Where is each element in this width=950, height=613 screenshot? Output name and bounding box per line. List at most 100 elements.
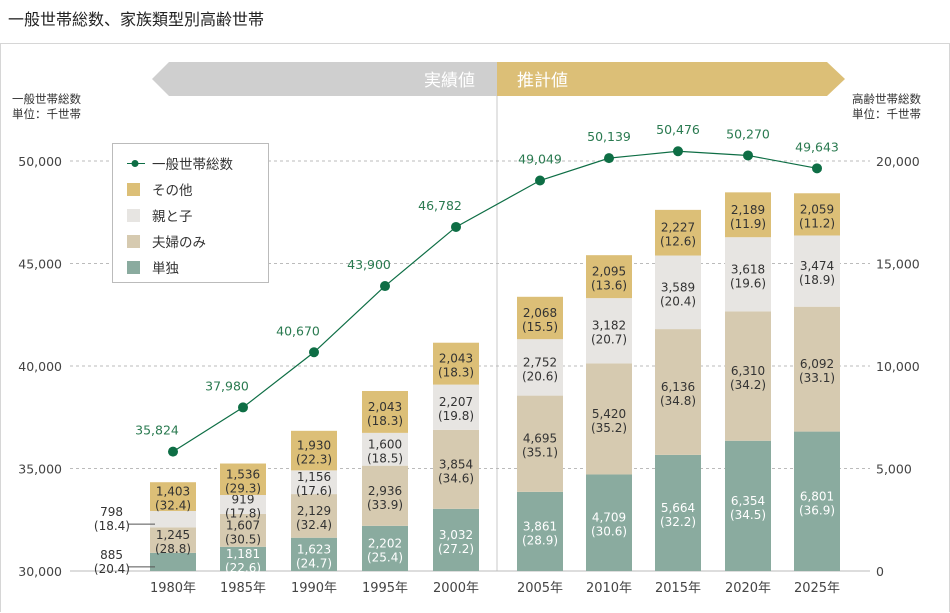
bar-pct-label: (22.6): [225, 561, 261, 575]
bar-value-label: 1,403: [156, 485, 190, 499]
bar-segment: [220, 513, 266, 547]
line-value-label: 35,824: [135, 423, 179, 438]
line-point: [380, 281, 390, 292]
left-tick-label: 40,000: [18, 359, 62, 374]
bar-value-label: 1,607: [226, 518, 260, 532]
bar-pct-label: (34.2): [730, 378, 766, 392]
bar-pct-label: (24.7): [296, 556, 332, 570]
bar-segment: [362, 465, 408, 526]
legend-item: 単独: [123, 254, 258, 280]
x-tick-label: 1985年: [220, 581, 266, 596]
bar-segment: [725, 237, 771, 312]
bar-pct-label: (28.9): [522, 533, 558, 547]
bar-pct-label: (33.9): [367, 498, 403, 512]
line-value-label: 49,049: [518, 151, 562, 166]
bar-segment: [655, 255, 701, 330]
legend-item: 親と子: [123, 202, 258, 228]
bar-pct-label: (35.2): [591, 421, 627, 435]
legend: 一般世帯総数 その他 親と子 夫婦のみ 単独: [112, 143, 269, 283]
left-tick-label: 30,000: [18, 564, 62, 579]
bar-value-label: 3,182: [592, 319, 626, 333]
bar-segment: [655, 209, 701, 256]
bar-value-label: 1,181: [226, 547, 260, 561]
bar-value-label: 1,536: [226, 467, 260, 481]
legend-label: その他: [152, 183, 193, 199]
bar-pct-label: (20.6): [522, 369, 558, 383]
bar-segment: [725, 192, 771, 238]
bar-value-label: 6,354: [731, 494, 765, 508]
bar-value-label: 1,245: [156, 528, 190, 542]
bar-value-label: 6,801: [800, 489, 834, 503]
bar-value-label: 885: [100, 548, 123, 562]
bar-pct-label: (18.3): [367, 414, 403, 428]
bar-value-label: 2,936: [368, 484, 402, 498]
bar-pct-label: (18.3): [438, 366, 474, 380]
bar-value-label: 3,474: [800, 259, 834, 273]
bar-value-label: 1,623: [297, 542, 331, 556]
actual-banner-label: 実績値: [424, 71, 475, 91]
bar-value-label: 798: [100, 505, 123, 519]
projected-banner: [497, 62, 845, 96]
bar-pct-label: (35.1): [522, 446, 558, 460]
bar-pct-label: (32.2): [660, 515, 696, 529]
line-point: [743, 150, 753, 161]
bar-pct-label: (32.4): [155, 499, 191, 513]
line-value-label: 50,139: [587, 129, 631, 144]
legend-item: 夫婦のみ: [123, 228, 258, 254]
line-point: [451, 221, 461, 232]
bar-value-label: 6,136: [661, 380, 695, 394]
line-point: [309, 347, 319, 358]
bar-segment: [655, 454, 701, 571]
x-tick-label: 1980年: [150, 581, 196, 596]
bar-value-label: 3,861: [523, 519, 557, 533]
right-axis-label: 高齢世帯総数 単位：千世帯: [852, 92, 921, 122]
bar-segment: [517, 296, 563, 340]
bar-value-label: 2,227: [661, 221, 695, 235]
legend-item-line: 一般世帯総数: [123, 150, 258, 176]
line-value-label: 37,980: [205, 378, 249, 393]
line-point: [812, 163, 822, 174]
bar-segment: [517, 339, 563, 396]
bar-value-label: 1,156: [297, 470, 331, 484]
bar-value-label: 2,129: [297, 504, 331, 518]
bar-segment: [725, 311, 771, 441]
x-tick-label: 2025年: [794, 581, 840, 596]
projected-banner-label: 推計値: [517, 71, 568, 91]
bar-pct-label: (15.5): [522, 320, 558, 334]
bar-segment: [517, 491, 563, 571]
bar-segment: [433, 429, 479, 509]
bar-segment: [150, 510, 196, 528]
total-households-line: [172, 150, 818, 453]
bar-pct-label: (29.3): [225, 481, 261, 495]
bar-pct-label: (33.1): [799, 371, 835, 385]
bar-segment: [655, 329, 701, 455]
legend-label: 単独: [152, 261, 179, 277]
legend-swatch: [127, 182, 140, 196]
right-tick-label: 15,000: [876, 257, 920, 272]
line-value-label: 43,900: [347, 257, 391, 272]
chart-title: 一般世帯総数、家族類型別高齢世帯: [8, 10, 265, 29]
bar-pct-label: (19.8): [438, 409, 474, 423]
bar-segment: [291, 470, 337, 495]
bar-value-label: 3,589: [661, 280, 695, 294]
bar-segment: [291, 430, 337, 471]
bar-pct-label: (25.4): [367, 550, 403, 564]
bar-value-label: 2,068: [523, 306, 557, 320]
line-point: [535, 175, 545, 186]
bar-value-label: 2,189: [731, 203, 765, 217]
bar-segment: [586, 474, 632, 571]
bar-pct-label: (28.8): [155, 542, 191, 556]
bar-segment: [362, 390, 408, 433]
legend-label: 一般世帯総数: [152, 157, 233, 173]
actual-banner: [152, 62, 497, 96]
left-tick-label: 45,000: [18, 257, 62, 272]
bar-segment: [586, 255, 632, 299]
bar-value-label: 4,695: [523, 432, 557, 446]
bar-segment: [586, 298, 632, 364]
bar-value-label: 2,043: [368, 400, 402, 414]
line-value-label: 50,270: [726, 126, 770, 141]
bar-value-label: 4,709: [592, 511, 626, 525]
bar-pct-label: (20.7): [591, 333, 627, 347]
right-axis-label-line: 高齢世帯総数: [852, 92, 921, 106]
